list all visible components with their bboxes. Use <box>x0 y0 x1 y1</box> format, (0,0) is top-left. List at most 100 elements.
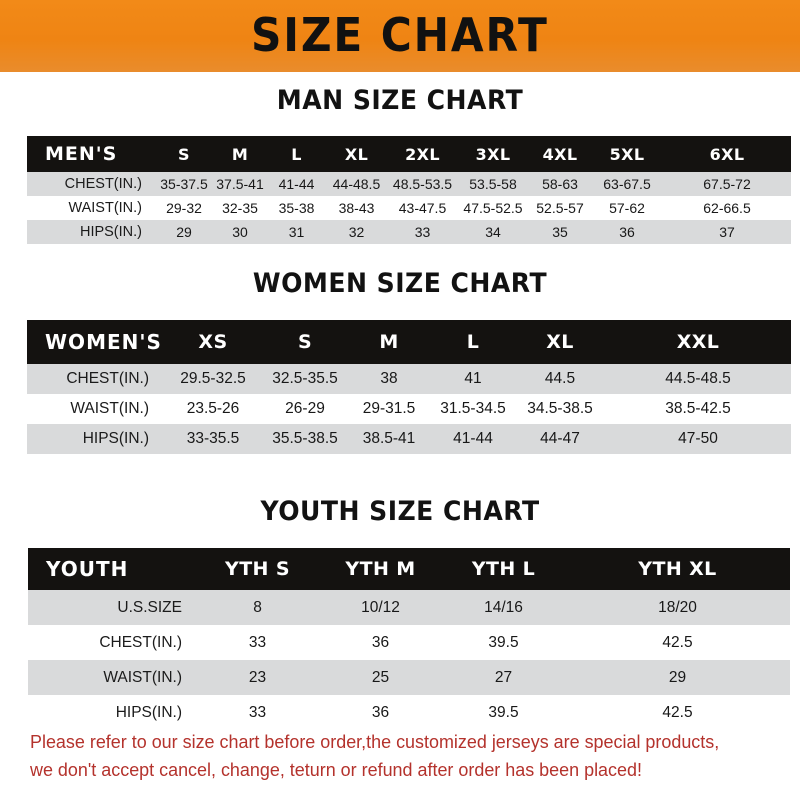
table-cell: 10/12 <box>319 590 442 625</box>
man-section-title: MAN SIZE CHART <box>276 85 524 116</box>
order-notice: Please refer to our size chart before or… <box>30 728 756 784</box>
page-title: SIZE CHART <box>251 8 549 62</box>
row-label: CHEST(IN.) <box>27 364 163 394</box>
table-cell: 62-66.5 <box>663 196 791 220</box>
man-size-table: MEN'S S M L XL 2XL 3XL 4XL 5XL 6XL CHEST(IN.) 35-3… <box>27 136 791 244</box>
column-header-yth-m: YTH M <box>319 548 442 590</box>
table-cell: 32 <box>325 220 388 244</box>
row-label: U.S.SIZE <box>28 590 196 625</box>
table-cell: 26-29 <box>263 394 347 424</box>
table-cell: 39.5 <box>442 695 565 730</box>
table-cell: 25 <box>319 660 442 695</box>
table-cell: 48.5-53.5 <box>388 172 457 196</box>
table-cell: 33 <box>196 695 319 730</box>
table-cell: 37.5-41 <box>212 172 268 196</box>
row-label: WAIST(IN.) <box>27 394 163 424</box>
table-cell: 35 <box>529 220 591 244</box>
column-header-yth-l: YTH L <box>442 548 565 590</box>
table-cell: 43-47.5 <box>388 196 457 220</box>
row-label: HIPS(IN.) <box>28 695 196 730</box>
table-cell: 33 <box>388 220 457 244</box>
table-cell: 35.5-38.5 <box>263 424 347 454</box>
women-table-header: WOMEN'S XS S M L XL XXL <box>27 320 791 364</box>
table-cell: 34 <box>457 220 529 244</box>
table-cell: 47.5-52.5 <box>457 196 529 220</box>
women-section-title: WOMEN SIZE CHART <box>252 268 548 299</box>
table-header-row: MEN'S S M L XL 2XL 3XL 4XL 5XL 6XL <box>27 136 791 172</box>
row-label: HIPS(IN.) <box>27 220 156 244</box>
table-row: CHEST(IN.) 29.5-32.5 32.5-35.5 38 41 44.5 44.5… <box>27 364 791 394</box>
youth-section-title: YOUTH SIZE CHART <box>260 496 540 527</box>
table-cell: 31.5-34.5 <box>431 394 515 424</box>
table-cell: 18/20 <box>565 590 790 625</box>
table-cell: 52.5-57 <box>529 196 591 220</box>
column-header-2xl: 2XL <box>388 136 457 172</box>
table-cell: 36 <box>319 695 442 730</box>
row-label: CHEST(IN.) <box>28 625 196 660</box>
column-header-xxl: XXL <box>605 320 791 364</box>
table-cell: 36 <box>319 625 442 660</box>
table-cell: 38 <box>347 364 431 394</box>
table-cell: 23 <box>196 660 319 695</box>
column-header-m: M <box>212 136 268 172</box>
row-label: WAIST(IN.) <box>28 660 196 695</box>
table-row: WAIST(IN.) 23 25 27 29 <box>28 660 790 695</box>
man-table-header: MEN'S S M L XL 2XL 3XL 4XL 5XL 6XL <box>27 136 791 172</box>
column-header-xs: XS <box>163 320 263 364</box>
column-header-m: M <box>347 320 431 364</box>
table-header-row: WOMEN'S XS S M L XL XXL <box>27 320 791 364</box>
table-cell: 63-67.5 <box>591 172 663 196</box>
table-cell: 32-35 <box>212 196 268 220</box>
table-cell: 33-35.5 <box>163 424 263 454</box>
table-cell: 30 <box>212 220 268 244</box>
table-cell: 35-38 <box>268 196 325 220</box>
column-header-s: S <box>263 320 347 364</box>
table-cell: 29 <box>565 660 790 695</box>
table-cell: 38-43 <box>325 196 388 220</box>
youth-header-label: YOUTH <box>28 548 196 590</box>
table-cell: 44-47 <box>515 424 605 454</box>
youth-size-table: YOUTH YTH S YTH M YTH L YTH XL U.S.SIZE 8 10/1… <box>28 548 790 730</box>
man-header-label: MEN'S <box>27 136 156 172</box>
column-header-l: L <box>268 136 325 172</box>
row-label: CHEST(IN.) <box>27 172 156 196</box>
table-row: HIPS(IN.) 33 36 39.5 42.5 <box>28 695 790 730</box>
table-row: U.S.SIZE 8 10/12 14/16 18/20 <box>28 590 790 625</box>
man-table-body: CHEST(IN.) 35-37.5 37.5-41 41-44 44-48.5 48.5… <box>27 172 791 244</box>
table-row: CHEST(IN.) 33 36 39.5 42.5 <box>28 625 790 660</box>
table-cell: 44.5 <box>515 364 605 394</box>
column-header-l: L <box>431 320 515 364</box>
table-cell: 37 <box>663 220 791 244</box>
row-label: HIPS(IN.) <box>27 424 163 454</box>
table-cell: 23.5-26 <box>163 394 263 424</box>
table-cell: 42.5 <box>565 625 790 660</box>
column-header-6xl: 6XL <box>663 136 791 172</box>
column-header-3xl: 3XL <box>457 136 529 172</box>
table-cell: 33 <box>196 625 319 660</box>
table-row: HIPS(IN.) 33-35.5 35.5-38.5 38.5-41 41-44 44-… <box>27 424 791 454</box>
table-cell: 8 <box>196 590 319 625</box>
column-header-s: S <box>156 136 212 172</box>
table-cell: 58-63 <box>529 172 591 196</box>
table-cell: 34.5-38.5 <box>515 394 605 424</box>
youth-table-header: YOUTH YTH S YTH M YTH L YTH XL <box>28 548 790 590</box>
table-cell: 38.5-41 <box>347 424 431 454</box>
column-header-yth-s: YTH S <box>196 548 319 590</box>
table-cell: 44.5-48.5 <box>605 364 791 394</box>
table-cell: 44-48.5 <box>325 172 388 196</box>
table-cell: 36 <box>591 220 663 244</box>
table-cell: 47-50 <box>605 424 791 454</box>
table-row: HIPS(IN.) 29 30 31 32 33 34 35 36 37 <box>27 220 791 244</box>
table-row: WAIST(IN.) 23.5-26 26-29 29-31.5 31.5-34.5 34… <box>27 394 791 424</box>
column-header-xl: XL <box>325 136 388 172</box>
women-header-label: WOMEN'S <box>27 320 163 364</box>
table-cell: 38.5-42.5 <box>605 394 791 424</box>
order-notice-line-2: we don't accept cancel, change, teturn o… <box>30 759 642 780</box>
column-header-4xl: 4XL <box>529 136 591 172</box>
column-header-yth-xl: YTH XL <box>565 548 790 590</box>
table-cell: 42.5 <box>565 695 790 730</box>
table-cell: 29.5-32.5 <box>163 364 263 394</box>
table-cell: 41-44 <box>431 424 515 454</box>
table-row: WAIST(IN.) 29-32 32-35 35-38 38-43 43-47.5 47.… <box>27 196 791 220</box>
table-cell: 31 <box>268 220 325 244</box>
